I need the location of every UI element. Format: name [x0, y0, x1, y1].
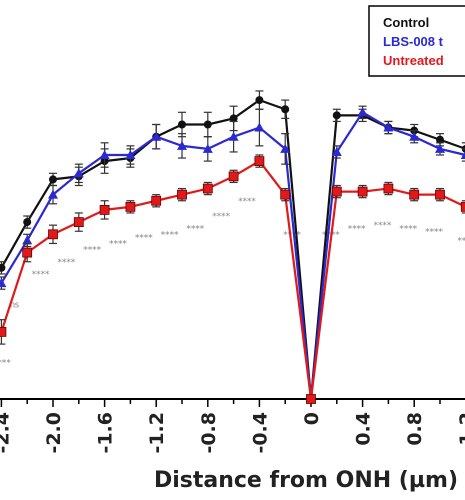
data-point: [229, 114, 238, 123]
data-point: [436, 135, 444, 144]
x-tick-label: -1.2: [146, 412, 168, 454]
data-point: [151, 131, 162, 141]
significance-label: ****: [83, 246, 101, 256]
legend-entry-lbs008: LBS-008 t: [383, 34, 444, 49]
significance-annotations: **** ns **** **** **** **** **** **** **** **** **…: [0, 197, 465, 369]
x-axis: [0, 398, 465, 407]
data-point: [254, 122, 265, 132]
data-point: [332, 111, 341, 120]
data-point: [202, 183, 213, 194]
significance-label: ****: [57, 258, 75, 268]
data-point: [125, 201, 136, 212]
x-tick-labels: -2.4 -2.0 -1.6 -1.2 -0.8 -0.4 0 0.4 0.8 1.2: [0, 412, 465, 454]
data-point: [178, 120, 186, 129]
significance-label: ****: [347, 224, 365, 234]
x-tick-label: 0: [301, 412, 323, 425]
data-point: [23, 218, 32, 227]
data-point: [331, 146, 342, 156]
data-point: [48, 229, 58, 240]
x-axis-label: Distance from ONH (µm): [154, 468, 458, 493]
x-tick-label: 0.4: [353, 412, 375, 446]
data-point: [357, 186, 368, 197]
significance-label: ****: [134, 233, 152, 243]
data-point: [202, 143, 213, 153]
data-point: [331, 186, 342, 197]
data-point: [203, 120, 212, 129]
significance-label: ****: [425, 227, 443, 237]
data-point: [409, 189, 420, 200]
x-tick-label: 1.2: [456, 412, 465, 446]
data-point: [0, 278, 7, 288]
data-point: [151, 195, 162, 206]
data-point: [99, 150, 110, 159]
x-tick-label: -0.8: [198, 412, 220, 454]
significance-label: ****: [283, 230, 301, 240]
data-point: [49, 175, 57, 184]
x-tick-label: -0.4: [249, 412, 271, 454]
significance-label: ns: [10, 301, 19, 311]
legend: Control LBS-008 t Untreated: [368, 5, 465, 77]
data-point: [177, 189, 187, 200]
data-point: [228, 171, 239, 182]
data-point: [383, 183, 394, 194]
data-point: [460, 151, 465, 159]
significance-label: ****: [399, 224, 417, 234]
data-point: [435, 143, 445, 153]
significance-label: ****: [0, 358, 11, 368]
series-square: [0, 154, 465, 404]
data-point: [280, 143, 291, 153]
series-triangle: [0, 105, 465, 403]
data-point: [409, 131, 420, 141]
x-tick-label: 0.8: [404, 412, 426, 446]
data-point: [0, 263, 6, 272]
data-point: [357, 107, 368, 117]
data-point: [73, 168, 84, 178]
series-line: [0, 98, 465, 401]
x-tick-label: -2.0: [43, 412, 65, 454]
significance-label: ****: [457, 236, 465, 246]
significance-label: ****: [373, 221, 391, 231]
significance-label: ****: [212, 212, 230, 222]
significance-label: ****: [160, 230, 178, 240]
x-tick-label: -1.6: [95, 412, 117, 454]
data-point: [99, 204, 110, 215]
data-point: [22, 247, 33, 258]
data-point: [22, 235, 33, 245]
data-point: [383, 122, 394, 132]
data-point: [306, 394, 316, 404]
significance-label: ****: [31, 270, 49, 280]
data-point: [48, 189, 58, 199]
legend-entry-untreated: Untreated: [383, 53, 444, 68]
data-point: [281, 105, 290, 114]
significance-label: ****: [238, 197, 256, 207]
data-point: [0, 326, 7, 337]
data-point: [255, 96, 264, 105]
data-point: [460, 201, 465, 212]
data-point: [177, 140, 187, 150]
data-point: [73, 217, 84, 228]
series-layer: [0, 90, 465, 404]
data-point: [280, 189, 291, 200]
data-point: [435, 189, 445, 200]
legend-entry-control: Control: [383, 15, 429, 30]
significance-label: ****: [109, 240, 127, 250]
data-point: [125, 150, 136, 159]
x-tick-label: -2.4: [0, 412, 13, 454]
legend-box: [368, 5, 465, 77]
series-line: [0, 111, 465, 401]
data-point: [254, 156, 265, 167]
significance-label: ****: [186, 224, 204, 234]
data-point: [228, 131, 239, 141]
series-line: [0, 160, 465, 401]
